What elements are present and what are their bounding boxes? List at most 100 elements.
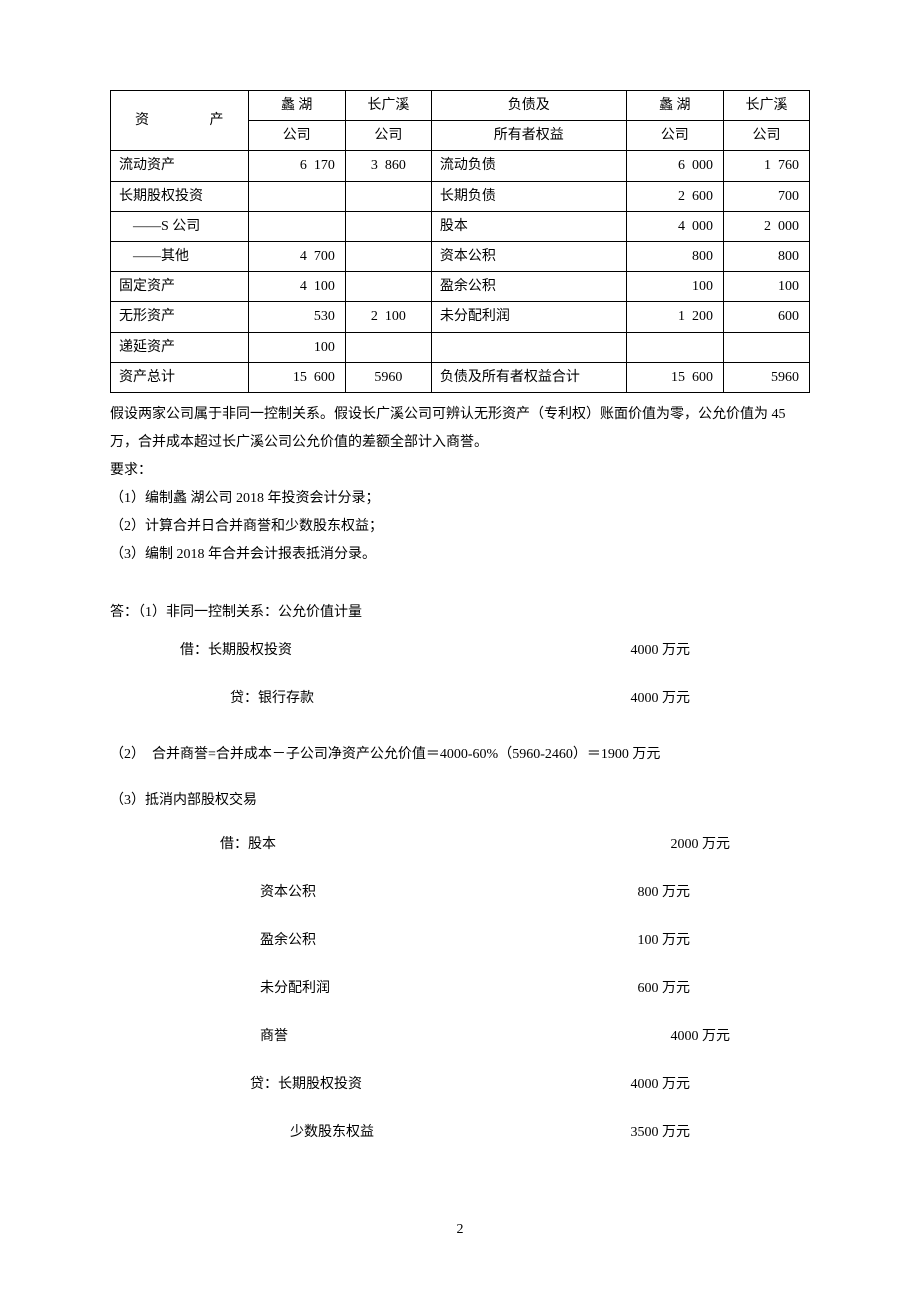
table-row: 流动资产6 1703 860流动负债6 0001 760 [111, 151, 810, 181]
entry-a1-dr: 长期股权投资 4000 万元 [110, 627, 810, 675]
table-cell: 4 000 [626, 211, 723, 241]
table-cell: 5960 [345, 362, 431, 392]
table-cell: 5960 [724, 362, 810, 392]
hdr-liab2: 所有者权益 [431, 121, 626, 151]
hdr-asset: 资 产 [111, 91, 249, 151]
table-cell: 100 [248, 332, 345, 362]
narrative-r2: （2）计算合并日合并商誉和少数股东权益； [110, 513, 810, 541]
entry-label: 未分配利润 [260, 981, 330, 996]
page-number: 2 [110, 1217, 810, 1242]
table-cell: 资本公积 [431, 241, 626, 271]
entry-a3-cr: 长期股权投资 4000 万元 [110, 1061, 810, 1109]
hdr-c4a: 长广溪 [724, 91, 810, 121]
table-cell [345, 181, 431, 211]
table-cell [626, 332, 723, 362]
answer-1-title: 答：（1）非同一控制关系：公允价值计量 [110, 599, 810, 627]
table-cell: 2 600 [626, 181, 723, 211]
table-cell: 100 [724, 272, 810, 302]
table-cell: 6 000 [626, 151, 723, 181]
hdr-c1a: 蠡 湖 [248, 91, 345, 121]
table-cell: 4 100 [248, 272, 345, 302]
table-cell: 流动负债 [431, 151, 626, 181]
table-cell: 15 600 [626, 362, 723, 392]
table-cell: 1 760 [724, 151, 810, 181]
entry-amount: 2000 万元 [630, 831, 730, 859]
hdr-c2b: 公司 [345, 121, 431, 151]
table-row: 长期股权投资 长期负债2 600700 [111, 181, 810, 211]
table-cell: 长期股权投资 [111, 181, 249, 211]
entry-label: 少数股东权益 [290, 1125, 374, 1140]
entry-amount: 3500 万元 [630, 1119, 730, 1147]
table-cell: 15 600 [248, 362, 345, 392]
entry-a1-dr-label: 长期股权投资 [208, 643, 292, 658]
table-cell [431, 332, 626, 362]
table-cell: 长期负债 [431, 181, 626, 211]
entry-label: 股本 [248, 837, 276, 852]
entry-a1-cr-amt: 4000 万元 [630, 685, 730, 713]
table-cell [345, 241, 431, 271]
table-cell: 股本 [431, 211, 626, 241]
hdr-liab1: 负债及 [431, 91, 626, 121]
entry-label: 长期股权投资 [278, 1077, 362, 1092]
table-cell: 600 [724, 302, 810, 332]
table-cell: 700 [724, 181, 810, 211]
entry-a3-cr: 少数股东权益 3500 万元 [110, 1109, 810, 1157]
table-cell: 3 860 [345, 151, 431, 181]
hdr-c2a: 长广溪 [345, 91, 431, 121]
entry-label: 资本公积 [260, 885, 316, 900]
answer-3-title: （3）抵消内部股权交易 [110, 787, 810, 815]
entry-a1-cr: 银行存款 4000 万元 [110, 675, 810, 723]
entry-amount: 600 万元 [630, 975, 730, 1003]
narrative-req: 要求： [110, 457, 810, 485]
narrative-r3: （3）编制 2018 年合并会计报表抵消分录。 [110, 541, 810, 569]
hdr-c3b: 公司 [626, 121, 723, 151]
entry-amount: 4000 万元 [630, 1023, 730, 1051]
table-cell [248, 181, 345, 211]
table-cell [345, 211, 431, 241]
table-cell: ——S 公司 [111, 211, 249, 241]
table-cell: 负债及所有者权益合计 [431, 362, 626, 392]
table-cell: ——其他 [111, 241, 249, 271]
table-cell: 未分配利润 [431, 302, 626, 332]
table-cell: 1 200 [626, 302, 723, 332]
balance-sheet-table: 资 产 蠡 湖 长广溪 负债及 蠡 湖 长广溪 公司 公司 所有者权益 公司 公… [110, 90, 810, 393]
table-row: 固定资产4 100盈余公积100100 [111, 272, 810, 302]
table-cell: 无形资产 [111, 302, 249, 332]
table-cell: 530 [248, 302, 345, 332]
table-row: 无形资产5302 100未分配利润1 200600 [111, 302, 810, 332]
hdr-c1b: 公司 [248, 121, 345, 151]
table-cell: 2 100 [345, 302, 431, 332]
table-cell [724, 332, 810, 362]
table-cell: 递延资产 [111, 332, 249, 362]
answer-2: （2） 合并商誉=合并成本－子公司净资产公允价值＝4000-60%（5960-2… [110, 741, 810, 769]
table-cell [248, 211, 345, 241]
entry-a3-dr: 未分配利润 600 万元 [110, 965, 810, 1013]
table-cell [345, 332, 431, 362]
entry-amount: 100 万元 [630, 927, 730, 955]
table-cell: 固定资产 [111, 272, 249, 302]
table-cell: 6 170 [248, 151, 345, 181]
narrative-r1: （1）编制蠡 湖公司 2018 年投资会计分录； [110, 485, 810, 513]
entry-a3-dr: 股本 2000 万元 [110, 821, 810, 869]
entry-label: 商誉 [260, 1029, 288, 1044]
hdr-c3a: 蠡 湖 [626, 91, 723, 121]
table-cell: 流动资产 [111, 151, 249, 181]
entry-a1-dr-amt: 4000 万元 [630, 637, 730, 665]
entry-a1-cr-label: 银行存款 [258, 691, 314, 706]
table-cell: 800 [724, 241, 810, 271]
entry-a3-dr: 盈余公积 100 万元 [110, 917, 810, 965]
table-row: 递延资产100 [111, 332, 810, 362]
table-cell: 4 700 [248, 241, 345, 271]
table-cell: 资产总计 [111, 362, 249, 392]
entry-a3-dr: 商誉 4000 万元 [110, 1013, 810, 1061]
entry-a3-dr: 资本公积 800 万元 [110, 869, 810, 917]
entry-amount: 4000 万元 [630, 1071, 730, 1099]
entry-label: 盈余公积 [260, 933, 316, 948]
table-cell: 盈余公积 [431, 272, 626, 302]
table-cell: 800 [626, 241, 723, 271]
hdr-c4b: 公司 [724, 121, 810, 151]
table-row: ——S 公司股本4 0002 000 [111, 211, 810, 241]
table-row: ——其他4 700资本公积800800 [111, 241, 810, 271]
narrative-p1: 假设两家公司属于非同一控制关系。假设长广溪公司可辨认无形资产（专利权）账面价值为… [110, 401, 810, 457]
entry-amount: 800 万元 [630, 879, 730, 907]
